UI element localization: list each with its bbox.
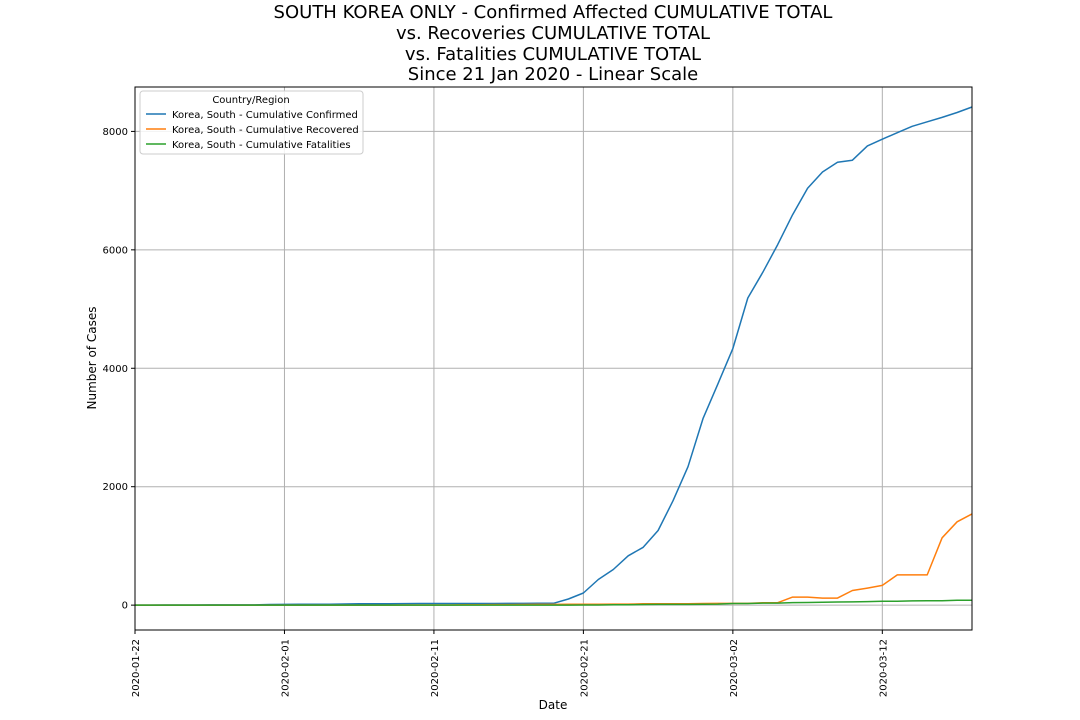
series-line-korea-south-cumulative-fatalities	[135, 599, 973, 606]
x-tick-label: 2020-02-11	[430, 639, 441, 697]
legend-entry: Korea, South - Cumulative Fatalities	[172, 140, 351, 151]
title-line-2: vs. Recoveries CUMULATIVE TOTAL	[396, 23, 710, 44]
x-tick-label: 2020-03-12	[878, 639, 889, 697]
y-axis-label: Number of Cases	[85, 306, 99, 409]
x-tick-label: 2020-01-22	[131, 639, 142, 697]
y-tick-label: 0	[122, 601, 128, 612]
title-line-4: Since 21 Jan 2020 - Linear Scale	[408, 64, 698, 85]
y-tick-label: 8000	[103, 127, 128, 138]
plot-area	[135, 87, 972, 630]
series-lines	[135, 106, 973, 606]
title-line-3: vs. Fatalities CUMULATIVE TOTAL	[405, 44, 701, 65]
legend-box	[139, 90, 364, 155]
y-tick-label: 2000	[103, 482, 128, 493]
y-tick-label: 4000	[103, 364, 128, 375]
title-line-1: SOUTH KOREA ONLY - Confirmed Affected CU…	[274, 2, 833, 23]
chart-title: SOUTH KOREA ONLY - Confirmed Affected CU…	[274, 2, 833, 85]
y-axis: 0 2000 4000 6000 8000	[103, 127, 135, 612]
legend-entry: Korea, South - Cumulative Recovered	[172, 125, 359, 136]
plot-frame	[134, 86, 973, 631]
legend: Country/Region Korea, South - Cumulative…	[139, 90, 364, 155]
x-tick-label: 2020-02-01	[280, 639, 291, 697]
x-tick-label: 2020-02-21	[579, 639, 590, 697]
x-tick-label: 2020-03-02	[729, 639, 740, 697]
x-axis: 2020-01-22 2020-02-01 2020-02-11 2020-02-21…	[131, 630, 889, 697]
legend-entry: Korea, South - Cumulative Confirmed	[172, 110, 358, 121]
legend-title: Country/Region	[212, 95, 289, 106]
x-axis-label: Date	[539, 698, 568, 712]
y-tick-label: 6000	[103, 245, 128, 256]
